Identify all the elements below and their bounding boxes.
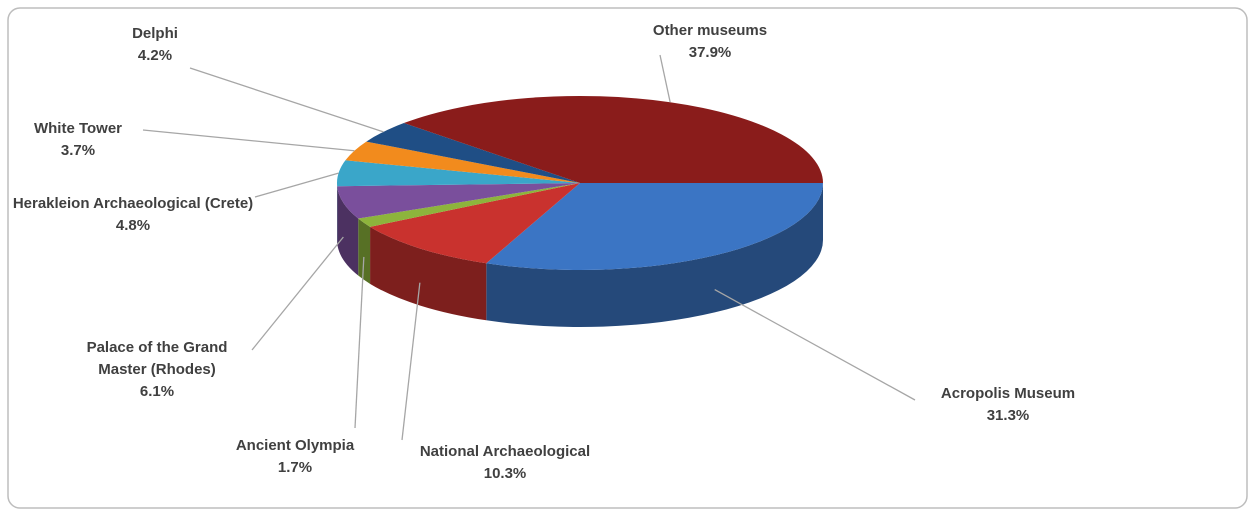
label-value: 6.1% xyxy=(139,383,175,400)
leader-line xyxy=(251,236,344,351)
slice-top xyxy=(337,183,580,219)
slice-side xyxy=(337,186,359,276)
leader-line xyxy=(354,256,365,429)
data-label: Palace of the Grand Master (Rhodes) 6.1% xyxy=(65,337,250,403)
slice-side xyxy=(370,226,487,321)
label-name: Palace of the Grand Master (Rhodes) xyxy=(86,339,228,378)
data-label: Delphi 4.2% xyxy=(132,23,178,67)
label-value: 1.7% xyxy=(277,459,313,476)
data-label: National Archaeological 10.3% xyxy=(420,441,590,485)
data-label: Ancient Olympia 1.7% xyxy=(236,435,354,479)
slice-side xyxy=(486,183,823,327)
slice-top xyxy=(403,95,823,183)
label-name: Ancient Olympia xyxy=(235,437,355,454)
label-value: 10.3% xyxy=(483,465,527,482)
label-value: 31.3% xyxy=(986,407,1030,424)
leader-line xyxy=(254,172,339,198)
slice-top xyxy=(345,141,580,183)
label-value: 3.7% xyxy=(60,142,96,159)
slice-top xyxy=(337,160,580,187)
slice-side xyxy=(358,218,371,284)
slice-top xyxy=(486,183,823,270)
label-name: White Tower xyxy=(33,120,123,137)
data-label: Other museums 37.9% xyxy=(653,20,767,64)
pie-slice xyxy=(358,183,580,284)
label-name: Other museums xyxy=(652,22,768,39)
label-value: 4.8% xyxy=(115,217,151,234)
pie-slice xyxy=(345,141,580,183)
label-value: 4.2% xyxy=(137,47,173,64)
pie-slice xyxy=(370,183,580,321)
pie-slice xyxy=(403,95,823,183)
pie-slice xyxy=(486,183,823,327)
label-name: Herakleion Archaeological (Crete) xyxy=(12,195,254,212)
label-name: National Archaeological xyxy=(419,443,591,460)
data-label: White Tower 3.7% xyxy=(34,118,122,162)
leader-line xyxy=(714,289,916,401)
pie-slice xyxy=(337,183,580,276)
label-name: Acropolis Museum xyxy=(940,385,1076,402)
data-label: Herakleion Archaeological (Crete) 4.8% xyxy=(8,193,258,237)
label-value: 37.9% xyxy=(688,44,732,61)
leader-line xyxy=(142,129,355,152)
label-name: Delphi xyxy=(132,25,178,42)
slice-top xyxy=(358,183,580,227)
leader-line xyxy=(659,54,671,103)
pie-slice xyxy=(366,123,580,183)
leader-line xyxy=(401,282,421,441)
slice-top xyxy=(370,183,580,264)
slice-top xyxy=(366,123,580,183)
leader-line xyxy=(189,67,384,133)
data-label: Acropolis Museum 31.3% xyxy=(941,383,1075,427)
pie-slice xyxy=(337,160,580,244)
